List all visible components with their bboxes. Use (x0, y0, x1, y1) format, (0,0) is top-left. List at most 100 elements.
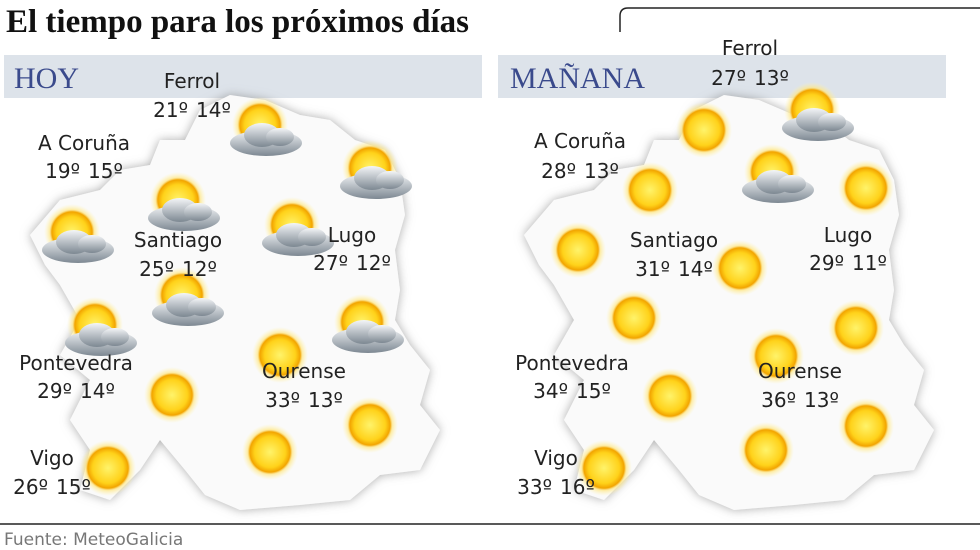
cloudy-icon (782, 82, 854, 141)
cloudy-icon (65, 297, 137, 356)
panel-label: HOY (14, 62, 79, 95)
min-temp: 13º (804, 388, 839, 412)
min-temp: 13º (584, 159, 619, 183)
city-name: Ourense (262, 359, 346, 383)
title-rule (619, 7, 980, 32)
cloudy-icon (148, 172, 220, 231)
cloud (184, 203, 212, 221)
max-temp: 21º (153, 98, 188, 122)
min-temp: 14º (196, 98, 231, 122)
sun-icon (606, 290, 662, 346)
cloudy-icon (230, 97, 302, 156)
panel-header (498, 55, 946, 98)
city-temps: 21º 14º (153, 98, 231, 122)
sun-icon (738, 422, 794, 478)
sun-icon (676, 102, 732, 158)
city-temps: 27º 13º (711, 66, 789, 90)
sun-icon (242, 424, 298, 480)
sun (642, 368, 698, 424)
max-temp: 31º (635, 257, 670, 281)
cloud (101, 328, 129, 346)
min-temp: 13º (308, 388, 343, 412)
min-temp: 11º (852, 251, 887, 275)
city-name: Vigo (534, 446, 578, 470)
city-name: A Coruña (534, 129, 626, 153)
sun (252, 327, 308, 383)
sun-icon (642, 368, 698, 424)
sun (576, 440, 632, 496)
max-temp: 25º (139, 257, 174, 281)
min-temp: 13º (754, 66, 789, 90)
min-temp: 14º (80, 379, 115, 403)
cloudy-icon (42, 204, 114, 263)
sun (838, 160, 894, 216)
sun (606, 290, 662, 346)
max-temp: 27º (313, 251, 348, 275)
sun (622, 162, 678, 218)
sun (242, 424, 298, 480)
cloud (368, 325, 396, 343)
city-temps: 25º 12º (139, 257, 217, 281)
cloud (376, 171, 404, 189)
cloudy-icon (152, 267, 224, 326)
city-name: Ferrol (164, 69, 220, 93)
sun-icon (828, 300, 884, 356)
cloudy-icon (332, 294, 404, 353)
city-temps: 28º 13º (541, 159, 619, 183)
sun (828, 300, 884, 356)
city-name: Santiago (630, 228, 718, 252)
min-temp: 12º (356, 251, 391, 275)
sun-icon (576, 440, 632, 496)
max-temp: 26º (13, 475, 48, 499)
sun-icon (712, 240, 768, 296)
city-temps: 29º 11º (809, 251, 887, 275)
sun (342, 397, 398, 453)
cloud (266, 128, 294, 146)
city-temps: 36º 13º (761, 388, 839, 412)
sun-icon (838, 160, 894, 216)
sun-icon (342, 397, 398, 453)
city-temps: 33º 16º (517, 475, 595, 499)
max-temp: 19º (45, 159, 80, 183)
cloud (818, 113, 846, 131)
sun (676, 102, 732, 158)
panel-header (4, 55, 482, 98)
max-temp: 28º (541, 159, 576, 183)
max-temp: 27º (711, 66, 746, 90)
cloudy-icon (340, 140, 412, 199)
sun-icon (838, 398, 894, 454)
city-temps: 29º 14º (37, 379, 115, 403)
max-temp: 34º (533, 379, 568, 403)
sun-icon (144, 367, 200, 423)
sun-icon (550, 222, 606, 278)
max-temp: 33º (517, 475, 552, 499)
panel-label: MAÑANA (510, 62, 645, 95)
min-temp: 15º (576, 379, 611, 403)
cloud (78, 235, 106, 253)
source: Fuente: MeteoGalicia (4, 530, 183, 550)
max-temp: 36º (761, 388, 796, 412)
cloud (188, 298, 216, 316)
sun (838, 398, 894, 454)
city-name: Santiago (134, 228, 222, 252)
city-temps: 26º 15º (13, 475, 91, 499)
sun-icon (80, 440, 136, 496)
sun (80, 440, 136, 496)
cloudy-icon (742, 144, 814, 203)
min-temp: 15º (88, 159, 123, 183)
max-temp: 29º (809, 251, 844, 275)
sun-icon (748, 328, 804, 384)
city-temps: 33º 13º (265, 388, 343, 412)
sun-icon (252, 327, 308, 383)
city-name: Ferrol (722, 36, 778, 60)
cloud (298, 228, 326, 246)
min-temp: 15º (56, 475, 91, 499)
city-temps: 34º 15º (533, 379, 611, 403)
city-name: Pontevedra (515, 351, 629, 375)
city-name: A Coruña (38, 131, 130, 155)
city-name: Vigo (30, 446, 74, 470)
region-map (30, 95, 440, 510)
city-temps: 27º 12º (313, 251, 391, 275)
city-name: Lugo (328, 223, 376, 247)
